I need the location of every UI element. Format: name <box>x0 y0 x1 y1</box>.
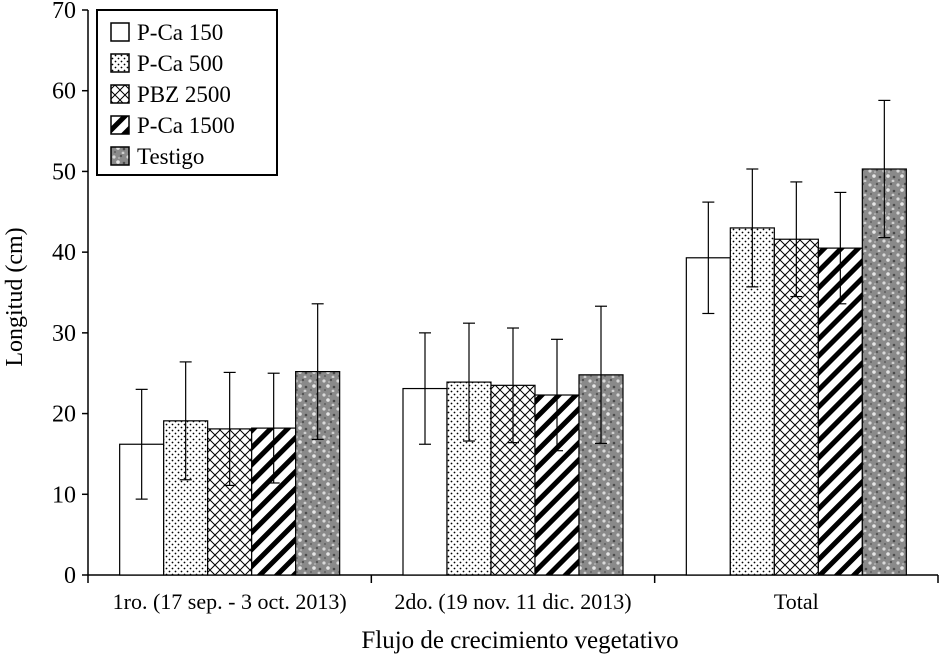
legend-label: PBZ 2500 <box>137 82 231 107</box>
legend-label: Testigo <box>137 144 204 169</box>
legend-label: P-Ca 150 <box>137 20 223 45</box>
legend: P-Ca 150 P-Ca 500 PBZ 2500 P-Ca 1500 Testigo <box>96 9 278 176</box>
legend-swatch <box>110 84 130 104</box>
y-axis-label: Longitud (cm) <box>2 227 28 366</box>
legend-swatch <box>110 146 130 166</box>
y-tick-label: 40 <box>52 240 76 266</box>
axes: 0 10 20 30 40 50 60 70 1ro. (17 sep. - 3 oct. 20… <box>52 0 939 614</box>
legend-swatch <box>110 53 130 73</box>
y-tick-label: 0 <box>64 563 76 589</box>
y-tick-label: 20 <box>52 402 76 428</box>
legend-label: P-Ca 1500 <box>137 113 235 138</box>
x-tick-label: Total <box>774 589 819 614</box>
y-tick-label: 50 <box>52 159 76 185</box>
x-tick-label: 1ro. (17 sep. - 3 oct. 2013) <box>113 589 347 614</box>
y-tick-label: 30 <box>52 321 76 347</box>
error-bars <box>135 99 891 500</box>
x-axis-label: Flujo de crecimiento vegetativo <box>361 627 678 654</box>
y-tick-label: 70 <box>52 0 76 24</box>
x-tick-label: 2do. (19 nov. 11 dic. 2013) <box>394 589 631 614</box>
legend-swatch <box>110 115 130 135</box>
y-tick-label: 10 <box>52 482 76 508</box>
y-tick-label: 60 <box>52 79 76 105</box>
legend-swatch <box>110 22 130 42</box>
legend-label: P-Ca 500 <box>137 51 223 76</box>
